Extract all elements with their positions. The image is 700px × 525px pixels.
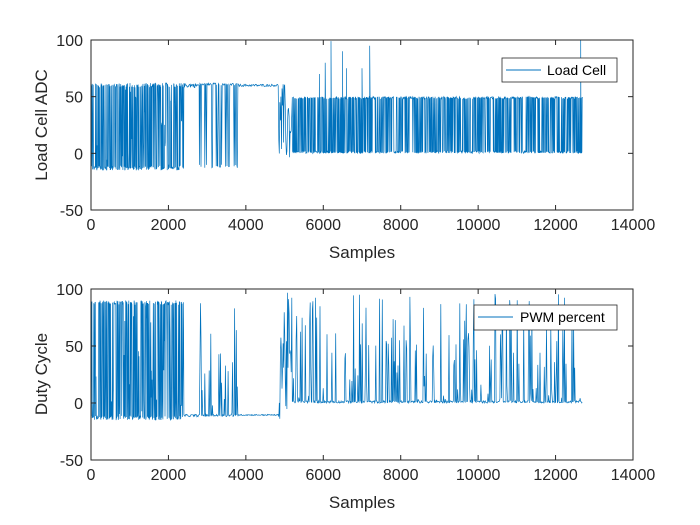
duty-cycle-ytick-label-1: 0 [74,396,83,413]
load-cell-ytick-label-1: 0 [74,146,83,163]
duty-cycle-xtick-label-6: 12000 [533,467,578,484]
load-cell-ytick-label-0: -50 [60,203,83,220]
duty-cycle-xtick-label-7: 14000 [611,467,656,484]
load-cell-series [90,39,583,171]
duty-cycle-trace [90,292,583,422]
load-cell-xtick-label-1: 2000 [151,217,187,234]
duty-cycle-xtick-label-1: 2000 [151,467,187,484]
duty-cycle-xtick-label-3: 6000 [305,467,341,484]
load-cell-xtick-label-5: 10000 [456,217,501,234]
duty-cycle-ticks: 0 2000 4000 6000 8000 10000 12000 14000-5005010… [56,282,655,484]
duty-cycle-ylabel: Duty Cycle [32,333,51,415]
load-cell-xtick-label-6: 12000 [533,217,578,234]
load-cell-ytick-label-2: 50 [65,90,83,107]
load-cell-trace [90,39,583,171]
load-cell-ylabel: Load Cell ADC [32,69,51,181]
load-cell-ticks: 0 2000 4000 6000 8000 10000 12000 14000-5005010… [56,33,655,234]
duty-cycle-xtick-label-0: 0 [87,467,96,484]
load-cell-xtick-label-3: 6000 [305,217,341,234]
load-cell-xtick-label-2: 4000 [228,217,264,234]
duty-cycle-ytick-label-2: 50 [65,339,83,356]
load-cell-legend: Load Cell [501,57,618,83]
duty-cycle-plot: 0 2000 4000 6000 8000 10000 12000 14000-5005010… [32,282,655,512]
duty-cycle-series [90,292,583,422]
load-cell-xlabel: Samples [329,243,395,262]
duty-cycle-ytick-label-0: -50 [60,453,83,470]
duty-cycle-xtick-label-4: 8000 [383,467,419,484]
load-cell-legend-label: Load Cell [547,62,606,78]
load-cell-ytick-label-3: 100 [56,33,83,50]
duty-cycle-ytick-label-3: 100 [56,282,83,299]
duty-cycle-xtick-label-2: 4000 [228,467,264,484]
load-cell-axes-box [90,39,634,211]
duty-cycle-xtick-label-5: 10000 [456,467,501,484]
duty-cycle-legend: PWM percent [473,304,618,331]
load-cell-xtick-label-4: 8000 [383,217,419,234]
load-cell-plot: 0 2000 4000 6000 8000 10000 12000 14000-5005010… [32,33,655,262]
load-cell-xtick-label-0: 0 [87,217,96,234]
duty-cycle-axes-box [90,288,634,461]
load-cell-xtick-label-7: 14000 [611,217,656,234]
duty-cycle-legend-label: PWM percent [520,309,605,325]
duty-cycle-xlabel: Samples [329,493,395,512]
